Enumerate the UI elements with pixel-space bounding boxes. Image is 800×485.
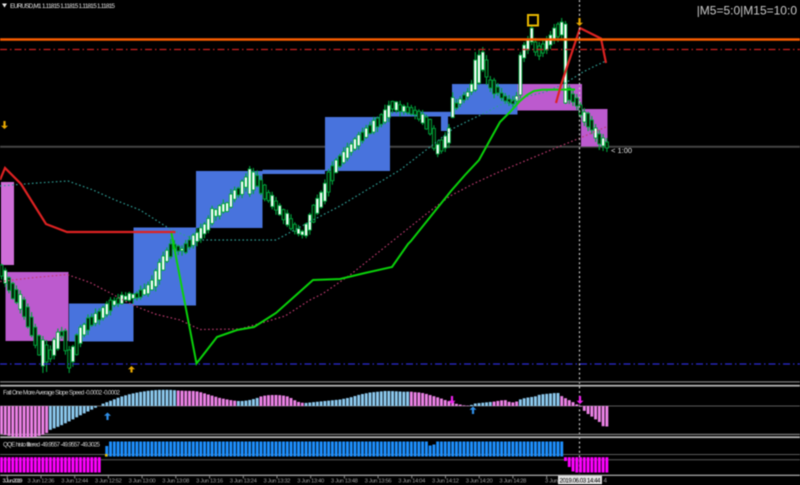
svg-text:EURUSD,M1 1.11815 1.11815 1.1: EURUSD,M1 1.11815 1.11815 1.11815 1.1181…: [10, 3, 115, 10]
svg-text:3 Jun 13:16: 3 Jun 13:16: [196, 478, 223, 484]
svg-text:3 Jun 13:32: 3 Jun 13:32: [264, 478, 291, 484]
svg-text:< 1:00: < 1:00: [611, 146, 632, 155]
svg-text:3 Jun: 3 Jun: [545, 478, 558, 484]
svg-text:QQE histo filtered -49.9557 -: QQE histo filtered -49.9557 -49.9557 -49…: [3, 442, 101, 449]
svg-text:3 Jun 13:40: 3 Jun 13:40: [297, 478, 324, 484]
svg-text:3 Jun 14:12: 3 Jun 14:12: [432, 478, 459, 484]
svg-text:4: 4: [604, 478, 608, 485]
svg-text:3 Jun 13:24: 3 Jun 13:24: [230, 478, 258, 484]
svg-text:3 Jun 14:20: 3 Jun 14:20: [466, 478, 493, 484]
svg-text:Fatl One More Average Slope Sp: Fatl One More Average Slope Speed -0.000…: [3, 390, 121, 397]
svg-text:3 Jun 12:52: 3 Jun 12:52: [95, 478, 122, 484]
svg-text:3 Jun 12:36: 3 Jun 12:36: [28, 478, 55, 484]
svg-text:3 Jun 14:28: 3 Jun 14:28: [499, 478, 526, 484]
svg-text:2019.06.03 14:44: 2019.06.03 14:44: [560, 477, 602, 484]
svg-text:3 Jun 14:04: 3 Jun 14:04: [398, 478, 426, 484]
svg-text:3 Jun 13:56: 3 Jun 13:56: [365, 478, 392, 484]
svg-text:3 Jun 13:48: 3 Jun 13:48: [331, 478, 358, 484]
svg-text:3 Jun 12:44: 3 Jun 12:44: [61, 478, 89, 484]
svg-text:|M5=5:0|M15=10:0: |M5=5:0|M15=10:0: [697, 4, 798, 18]
svg-text:3 Jun 13:00: 3 Jun 13:00: [129, 478, 156, 484]
svg-text:3 Jun 2019: 3 Jun 2019: [3, 478, 24, 484]
svg-text:3 Jun 13:08: 3 Jun 13:08: [162, 478, 189, 484]
